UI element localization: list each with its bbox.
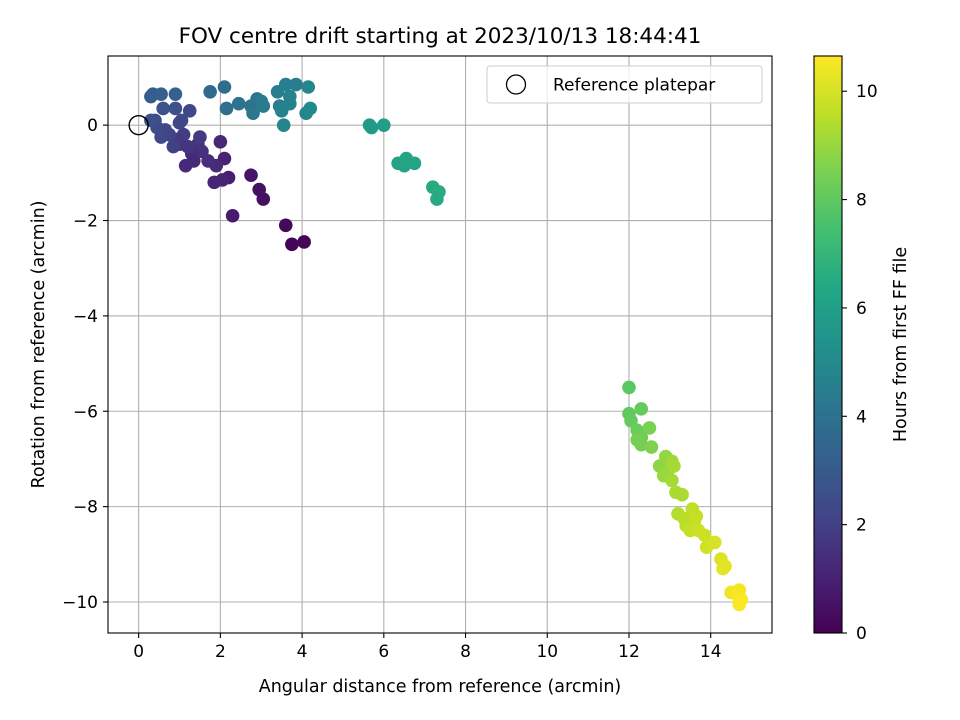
data-point [303,101,318,116]
data-point [675,487,689,502]
colorbar-tick-label: 8 [856,191,867,211]
data-point [364,120,379,135]
data-point [256,99,271,113]
axis-ticks: 0 2 4 6 8 10 12 14 0 −2 −4 −6 −8 −10 [62,116,721,662]
data-point [285,237,299,252]
y-tick-label: 0 [87,116,98,136]
colorbar-title: Hours from first FF file [891,247,911,442]
reference-point [128,114,149,136]
data-point [707,535,722,550]
legend-box [486,65,763,104]
data-point [172,115,187,130]
data-point [689,509,704,523]
legend-label: Reference platepar [553,76,715,96]
x-tick-label: 8 [460,642,471,662]
data-point [278,218,293,233]
data-point [644,440,659,454]
grid [108,56,772,633]
legend-marker-icon [505,74,527,95]
data-point [217,80,232,94]
data-point [622,380,636,395]
data-point [642,421,657,435]
data-point [219,101,234,116]
data-point [297,235,311,249]
data-point [244,168,258,183]
data-point [231,96,246,111]
colorbar-tick-label: 10 [856,82,878,102]
y-tick-label: −4 [73,307,98,327]
data-point [377,118,391,132]
data-point [154,87,168,101]
data-point [665,473,679,488]
data-point [182,104,197,118]
y-axis-title: Rotation from reference (arcmin) [29,201,49,489]
y-tick-label: −8 [73,498,98,518]
data-point [301,80,316,94]
legend: Reference platepar [486,65,763,104]
colorbar-tick-label: 6 [856,299,867,319]
data-point [667,459,681,473]
colorbar-frame [813,55,843,634]
x-tick-label: 14 [700,642,722,662]
data-point [634,402,649,416]
x-tick-label: 10 [536,642,558,662]
x-tick-label: 4 [297,642,308,662]
x-tick-label: 12 [618,642,640,662]
data-point [430,192,444,206]
data-point [718,559,732,574]
chart-title: FOV centre drift starting at 2023/10/13 … [179,24,702,49]
x-tick-label: 2 [215,642,226,662]
data-point [178,158,193,173]
data-point [732,597,747,612]
data-point [213,135,228,149]
y-tick-label: −2 [73,212,98,232]
data-point [283,89,297,104]
scatter-points [128,77,749,612]
colorbar-tick-label: 4 [856,407,867,427]
x-tick-label: 6 [378,642,389,662]
data-point [256,192,271,206]
data-point [168,87,183,101]
x-tick-label: 0 [133,642,144,662]
data-point [407,156,422,171]
data-point [203,84,217,99]
data-point [225,208,240,223]
colorbar-tick-label: 2 [856,516,867,536]
plot-frame [107,55,773,634]
data-point [697,528,712,543]
data-point [289,77,303,92]
data-point [278,77,293,92]
data-point [168,101,183,116]
x-axis-title: Angular distance from reference (arcmin) [259,677,622,697]
data-point [193,130,207,144]
y-tick-label: −10 [62,593,98,613]
y-tick-label: −6 [73,402,98,422]
data-point [156,101,170,116]
colorbar [814,56,842,633]
colorbar-tick-label: 0 [856,624,867,644]
colorbar-ticks: 0 2 4 6 8 10 [842,82,878,644]
data-point [246,106,260,121]
data-point [276,118,291,132]
data-point [207,175,222,190]
data-point [634,437,649,452]
data-point [166,139,181,154]
